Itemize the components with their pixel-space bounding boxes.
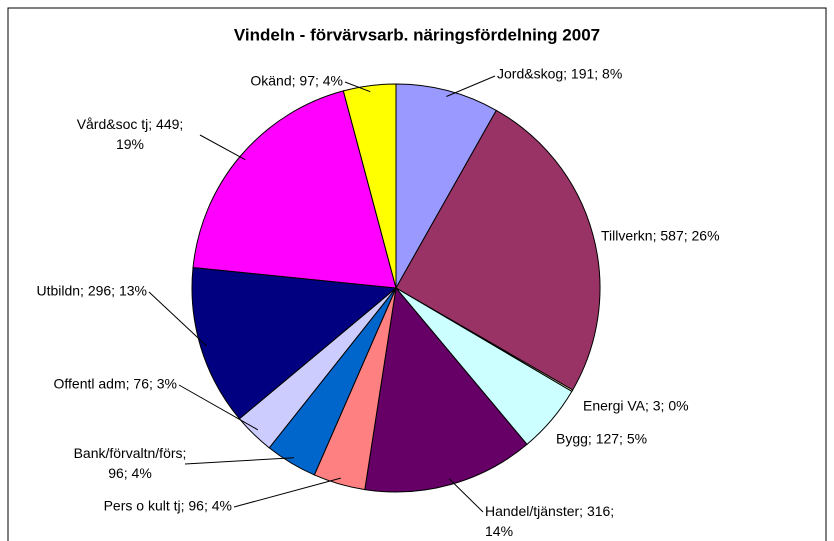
data-label: Energi VA; 3; 0% <box>583 398 689 414</box>
chart-title: Vindeln - förvärvsarb. näringsfördelning… <box>234 25 600 44</box>
leader-line <box>184 457 295 465</box>
leader-line <box>178 384 259 431</box>
data-label: Bank/förvaltn/förs; 96; 4% <box>74 445 187 481</box>
data-label: Okänd; 97; 4% <box>250 73 343 89</box>
leader-line <box>344 81 371 93</box>
data-label: Vård&soc tj; 449; 19% <box>77 116 184 152</box>
leader-line <box>233 477 341 508</box>
pie-slice <box>395 109 601 391</box>
data-label: Pers o kult tj; 96; 4% <box>104 498 232 514</box>
pie-slice <box>395 83 498 290</box>
pie-slice <box>342 83 397 289</box>
data-label: Offentl adm; 76; 3% <box>54 376 177 392</box>
leader-line <box>199 134 246 161</box>
pie-slice <box>191 266 398 420</box>
data-label: Utbildn; 296; 13% <box>36 283 147 299</box>
pie-slice <box>192 90 397 289</box>
data-label: Handel/tjänster; 316; 14% <box>485 503 614 539</box>
data-label: Jord&skog; 191; 8% <box>497 66 622 82</box>
leader-line <box>448 478 484 513</box>
data-label: Bygg; 127; 5% <box>556 431 647 447</box>
data-label: Tillverkn; 587; 26% <box>601 228 720 244</box>
pie-slice <box>364 286 528 493</box>
leader-line <box>446 75 496 97</box>
leader-line <box>148 291 208 347</box>
